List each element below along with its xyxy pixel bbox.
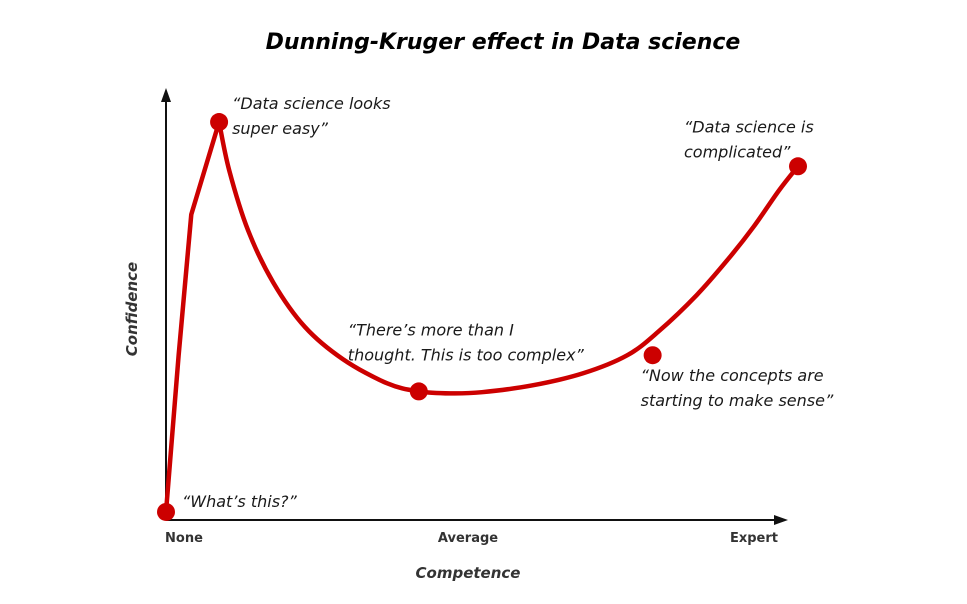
x-axis-arrow [774, 515, 788, 525]
milestone-annotation: “What’s this?” [182, 492, 298, 511]
milestone-marker [643, 346, 662, 365]
x-tick-label: Average [438, 531, 498, 546]
milestone-annotation: starting to make sense” [641, 391, 834, 410]
curve-layer [163, 119, 801, 515]
x-tick-label: None [165, 531, 203, 546]
milestone-annotation: super easy” [232, 119, 329, 138]
y-axis-arrow [161, 88, 171, 102]
annotation-layer: “What’s this?” “Data science looks super e… [182, 94, 834, 511]
confidence-curve [163, 119, 801, 515]
milestone-marker [409, 382, 428, 401]
axes [161, 88, 788, 525]
milestone-annotation: thought. This is too complex” [348, 345, 585, 364]
milestone-marker [210, 113, 229, 132]
marker-layer [157, 113, 807, 521]
milestone-annotation: complicated” [684, 142, 791, 161]
milestone-marker [157, 502, 175, 521]
x-tick-labels: None Average Expert [165, 531, 778, 546]
milestone-annotation: “There’s more than I [348, 320, 514, 339]
y-axis-title: Confidence [123, 262, 141, 356]
x-axis-title: Competence [416, 564, 521, 582]
milestone-annotation: “Data science looks [232, 94, 391, 113]
milestone-annotation: “Now the concepts are [641, 366, 824, 385]
milestone-annotation: “Data science is [684, 117, 814, 136]
x-tick-label: Expert [730, 531, 778, 546]
milestone-marker [789, 157, 807, 176]
chart-title: Dunning-Kruger effect in Data science [266, 30, 741, 55]
